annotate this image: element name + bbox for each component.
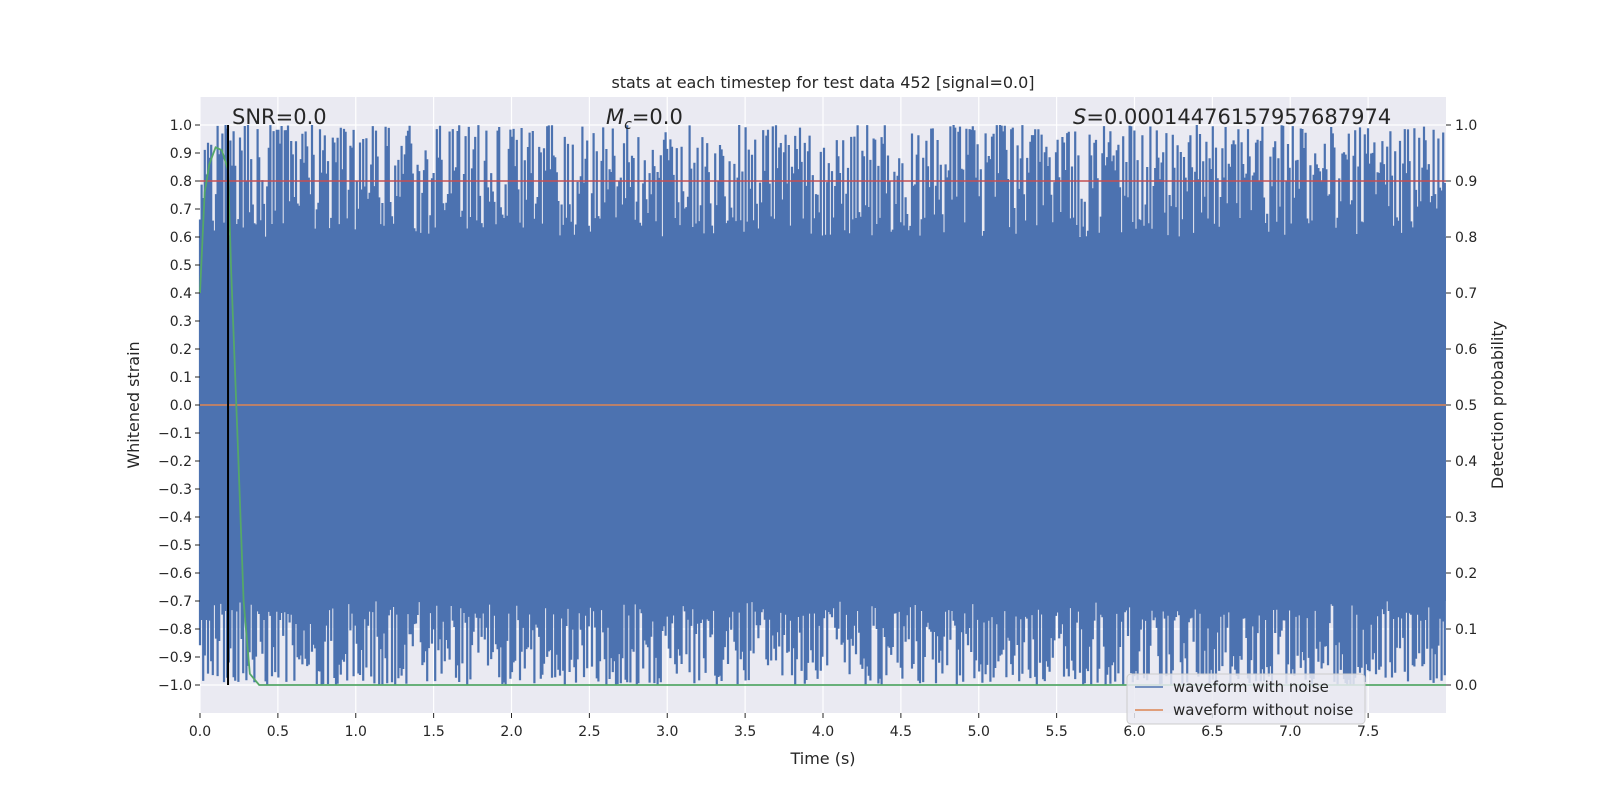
s-annotation: S=0.00014476157957687974: [1073, 105, 1391, 129]
x-tick-label: 0.5: [267, 724, 289, 740]
x-tick-label: 6.0: [1123, 724, 1145, 740]
y-tick-label-left: 0.4: [170, 286, 192, 302]
x-tick-label: 3.5: [734, 724, 756, 740]
y-tick-label-left: 0.2: [170, 342, 192, 358]
y-axis-label-right: Detection probability: [1488, 321, 1507, 489]
legend-label: waveform without noise: [1173, 701, 1353, 719]
y-tick-label-right: 0.5: [1455, 398, 1477, 414]
y-tick-label-left: −0.5: [158, 538, 192, 554]
x-tick-label: 6.5: [1201, 724, 1223, 740]
y-tick-label-right: 0.1: [1455, 622, 1477, 638]
x-axis-label: Time (s): [789, 749, 855, 768]
chart-title: stats at each timestep for test data 452…: [611, 73, 1034, 92]
y-tick-label-left: −1.0: [158, 678, 192, 694]
y-tick-label-left: 0.7: [170, 202, 192, 218]
y-tick-label-left: −0.4: [158, 510, 192, 526]
s-symbol: S: [1073, 105, 1086, 129]
y-tick-label-left: 1.0: [170, 118, 192, 134]
x-tick-label: 3.0: [656, 724, 678, 740]
y-tick-label-right: 1.0: [1455, 118, 1477, 134]
mc-symbol: M: [606, 105, 624, 129]
y-tick-label-left: 0.6: [170, 230, 192, 246]
series-lines: [199, 125, 1446, 686]
x-tick-label: 1.5: [422, 724, 444, 740]
snr-annotation: SNR=0.0: [232, 105, 327, 129]
x-tick-label: 7.0: [1279, 724, 1301, 740]
y-tick-label-left: −0.6: [158, 566, 192, 582]
series-detection-probability: [199, 146, 1446, 686]
y-tick-label-right: 0.6: [1455, 342, 1477, 358]
y-tick-label-left: −0.3: [158, 482, 192, 498]
x-tick-label: 4.5: [890, 724, 912, 740]
y-tick-label-right: 0.7: [1455, 286, 1477, 302]
y-tick-label-left: −0.9: [158, 650, 192, 666]
y-tick-label-right: 0.9: [1455, 174, 1477, 190]
y-tick-label-right: 0.8: [1455, 230, 1477, 246]
x-tick-label: 1.0: [345, 724, 367, 740]
x-tick-label: 4.0: [812, 724, 834, 740]
x-tick-label: 2.5: [578, 724, 600, 740]
mc-subscript: c: [624, 117, 632, 133]
x-tick-label: 7.5: [1357, 724, 1379, 740]
mc-value: =0.0: [632, 105, 683, 129]
x-tick-label: 5.0: [968, 724, 990, 740]
chirp-mass-annotation: Mc=0.0: [606, 105, 683, 133]
x-tick-label: 5.5: [1045, 724, 1067, 740]
y-tick-label-left: −0.2: [158, 454, 192, 470]
y-tick-label-left: −0.7: [158, 594, 192, 610]
y-tick-label-left: 0.8: [170, 174, 192, 190]
y-tick-label-left: 0.5: [170, 258, 192, 274]
axes: 0.0 0.5 1.0 1.5 2.0 2.5 3.0 3.5 4.0 4.5 5.0 5.5 6.0 6…: [158, 118, 1477, 740]
y-tick-label-left: 0.0: [170, 398, 192, 414]
legend: waveform with noise waveform without nois…: [1126, 673, 1366, 725]
y-tick-label-left: −0.1: [158, 426, 192, 442]
y-tick-label-right: 0.3: [1455, 510, 1477, 526]
y-tick-label-left: 0.1: [170, 370, 192, 386]
x-tick-label: 0.0: [189, 724, 211, 740]
noise-waveform: [198, 125, 1446, 685]
x-tick-label: 2.0: [500, 724, 522, 740]
legend-label: waveform with noise: [1173, 678, 1329, 696]
y-tick-label-right: 0.4: [1455, 454, 1477, 470]
y-tick-label-left: −0.8: [158, 622, 192, 638]
y-tick-label-right: 0.2: [1455, 566, 1477, 582]
annotations: SNR=0.0 Mc=0.0 S=0.00014476157957687974: [232, 105, 1391, 133]
s-value: =0.00014476157957687974: [1086, 105, 1391, 129]
y-axis-label-left: Whitened strain: [124, 341, 143, 468]
y-tick-label-left: 0.9: [170, 146, 192, 162]
y-tick-label-left: 0.3: [170, 314, 192, 330]
legend-box: [1126, 673, 1366, 725]
y-tick-label-right: 0.0: [1455, 678, 1477, 694]
series-waveform-with-noise: [198, 125, 1446, 685]
